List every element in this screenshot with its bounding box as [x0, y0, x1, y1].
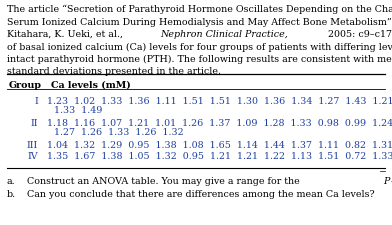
- Text: 1.27  1.26  1.33  1.26  1.32: 1.27 1.26 1.33 1.26 1.32: [54, 128, 183, 137]
- Text: 1.35  1.67  1.38  1.05  1.32  0.95  1.21  1.21  1.22  1.13  1.51  0.72  1.33  1.: 1.35 1.67 1.38 1.05 1.32 0.95 1.21 1.21 …: [47, 152, 392, 161]
- Text: b.: b.: [7, 190, 16, 199]
- Text: IV: IV: [27, 152, 38, 161]
- Text: Construct an ANOVA table. You may give a range for the: Construct an ANOVA table. You may give a…: [27, 178, 303, 187]
- Text: Ca levels (mM): Ca levels (mM): [51, 81, 131, 90]
- Text: Nephron Clinical Practice,: Nephron Clinical Practice,: [161, 30, 288, 39]
- Text: a.: a.: [7, 178, 16, 187]
- Text: III: III: [27, 140, 38, 149]
- Text: intact parathyroid hormone (PTH). The following results are consistent with mean: intact parathyroid hormone (PTH). The fo…: [7, 55, 392, 64]
- Text: 1.33  1.49: 1.33 1.49: [54, 106, 102, 115]
- Text: 1.18  1.16  1.07  1.21  1.01  1.26  1.37  1.09  1.28  1.33  0.98  0.99  1.24  1.: 1.18 1.16 1.07 1.21 1.01 1.26 1.37 1.09 …: [47, 119, 392, 128]
- Text: Kitahara, K. Ueki, et al.,: Kitahara, K. Ueki, et al.,: [7, 30, 126, 39]
- Text: 1.04  1.32  1.29  0.95  1.38  1.08  1.65  1.14  1.44  1.37  1.11  0.82  1.31  1.: 1.04 1.32 1.29 0.95 1.38 1.08 1.65 1.14 …: [47, 140, 392, 149]
- Text: 1.23  1.02  1.33  1.36  1.11  1.51  1.51  1.30  1.36  1.34  1.27  1.43  1.21  1.: 1.23 1.02 1.33 1.36 1.11 1.51 1.51 1.30 …: [47, 97, 392, 106]
- Text: Can you conclude that there are differences among the mean Ca levels?: Can you conclude that there are differen…: [27, 190, 375, 199]
- Text: 2005: c9–c17) presents measurements: 2005: c9–c17) presents measurements: [325, 30, 392, 39]
- Text: -value.: -value.: [391, 178, 392, 187]
- Text: I: I: [34, 97, 38, 106]
- Text: Serum Ionized Calcium During Hemodialysis and May Affect Bone Metabolism” (T.: Serum Ionized Calcium During Hemodialysi…: [7, 18, 392, 27]
- Text: standard deviations presented in the article.: standard deviations presented in the art…: [7, 68, 221, 76]
- Text: of basal ionized calcium (Ca) levels for four groups of patients with differing : of basal ionized calcium (Ca) levels for…: [7, 43, 392, 52]
- Text: P: P: [383, 178, 389, 187]
- Text: The article “Secretion of Parathyroid Hormone Oscillates Depending on the Change: The article “Secretion of Parathyroid Ho…: [7, 5, 392, 14]
- Text: Group: Group: [9, 81, 42, 90]
- Text: II: II: [31, 119, 38, 128]
